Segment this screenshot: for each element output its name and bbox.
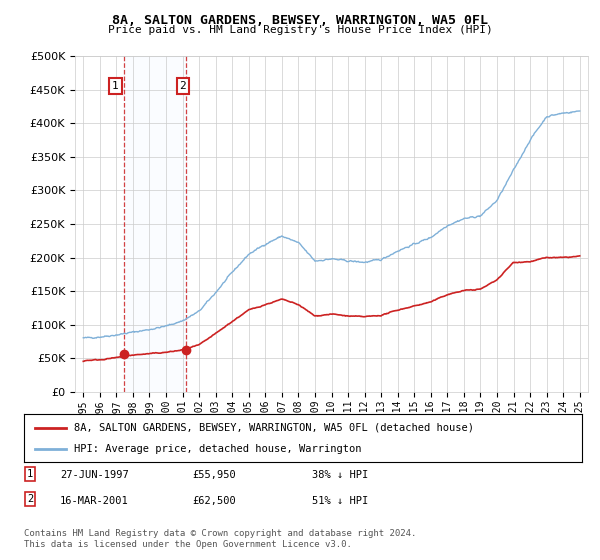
Text: 8A, SALTON GARDENS, BEWSEY, WARRINGTON, WA5 0FL: 8A, SALTON GARDENS, BEWSEY, WARRINGTON, …	[112, 14, 488, 27]
Text: 16-MAR-2001: 16-MAR-2001	[60, 496, 129, 506]
Bar	[124, 56, 187, 392]
Text: 51% ↓ HPI: 51% ↓ HPI	[312, 496, 368, 506]
Text: £55,950: £55,950	[192, 470, 236, 480]
Text: 1: 1	[112, 81, 119, 91]
Text: 2: 2	[179, 81, 186, 91]
Text: HPI: Average price, detached house, Warrington: HPI: Average price, detached house, Warr…	[74, 444, 362, 454]
Text: 27-JUN-1997: 27-JUN-1997	[60, 470, 129, 480]
Text: 1: 1	[27, 469, 33, 479]
Text: 8A, SALTON GARDENS, BEWSEY, WARRINGTON, WA5 0FL (detached house): 8A, SALTON GARDENS, BEWSEY, WARRINGTON, …	[74, 423, 474, 433]
Text: £62,500: £62,500	[192, 496, 236, 506]
Text: 38% ↓ HPI: 38% ↓ HPI	[312, 470, 368, 480]
Text: 2: 2	[27, 494, 33, 504]
Text: Price paid vs. HM Land Registry's House Price Index (HPI): Price paid vs. HM Land Registry's House …	[107, 25, 493, 35]
Text: Contains HM Land Registry data © Crown copyright and database right 2024.
This d: Contains HM Land Registry data © Crown c…	[24, 529, 416, 549]
